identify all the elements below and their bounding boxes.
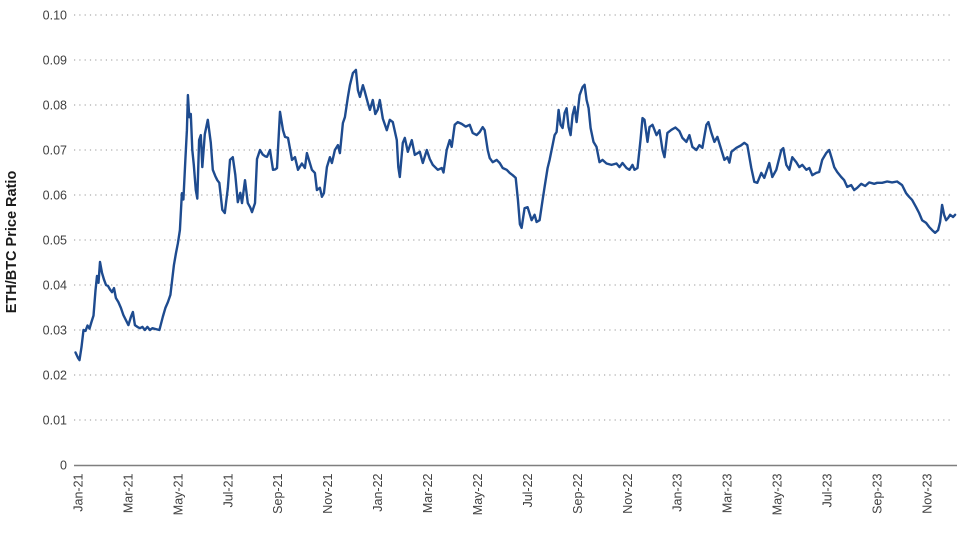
x-tick-label: Jan-23 (671, 473, 685, 511)
gridlines-layer (74, 14, 951, 421)
x-tick-label: Mar-22 (421, 473, 435, 513)
y-tick-label: 0.10 (43, 8, 67, 22)
y-tick-label: 0.05 (43, 233, 67, 247)
x-tick-label: Sep-22 (571, 473, 585, 513)
x-tick-label: Jul-23 (820, 473, 834, 507)
x-tick-label: Mar-23 (721, 473, 735, 513)
x-tick-label: Sep-23 (870, 473, 884, 513)
x-tick-label: Jan-22 (371, 473, 385, 511)
x-tick-label: Mar-21 (121, 473, 135, 513)
y-axis-title: ETH/BTC Price Ratio (4, 171, 20, 314)
x-tick-label: May-21 (171, 473, 185, 515)
x-tick-label: Jan-21 (72, 473, 86, 511)
y-tick-label: 0.02 (43, 368, 67, 382)
x-tick-label: Nov-21 (321, 473, 335, 513)
y-tick-label: 0.09 (43, 53, 67, 67)
y-tick-label: 0.08 (43, 98, 67, 112)
price-ratio-line (74, 68, 957, 362)
y-tick-label: 0.06 (43, 188, 67, 202)
x-tick-label: May-22 (471, 473, 485, 515)
y-tick-label: 0 (60, 458, 67, 472)
y-tick-label: 0.03 (43, 323, 67, 337)
x-tick-label: May-23 (771, 473, 785, 515)
x-tick-label: Jul-21 (221, 473, 235, 507)
x-tick-label: Nov-22 (621, 473, 635, 513)
y-tick-label: 0.04 (43, 278, 67, 292)
x-tick-label: Jul-22 (521, 473, 535, 507)
series-layer (74, 68, 957, 362)
y-tick-label: 0.01 (43, 413, 67, 427)
y-tick-label: 0.07 (43, 143, 67, 157)
x-tick-label: Sep-21 (271, 473, 285, 513)
x-tick-label: Nov-23 (920, 473, 934, 513)
axes-layer: 0 0.01 0.02 0.03 0.04 0.05 0.06 0.07 0.08 0.09 0.1… (43, 8, 957, 515)
